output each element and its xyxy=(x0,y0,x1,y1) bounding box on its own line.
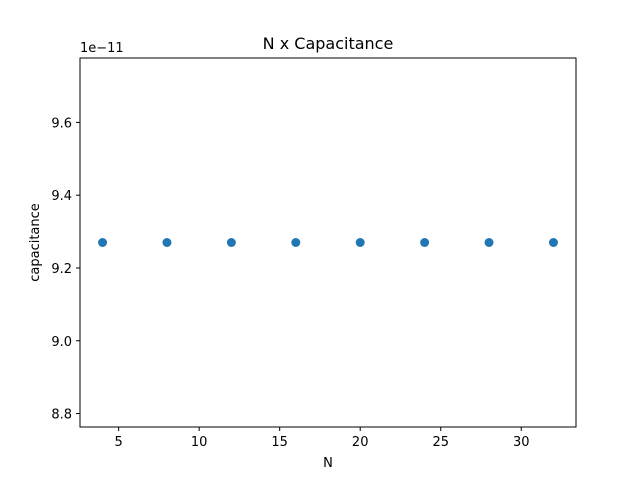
data-point xyxy=(98,238,108,247)
x-tick-label: 5 xyxy=(115,435,123,450)
data-point xyxy=(355,238,365,247)
data-point xyxy=(420,238,430,247)
y-axis-label: capacitance xyxy=(28,203,43,282)
y-tick-label: 9.2 xyxy=(51,262,72,277)
x-axis-label: N xyxy=(323,456,333,471)
data-point xyxy=(548,238,558,247)
data-point xyxy=(226,238,236,247)
points-layer xyxy=(98,238,558,247)
data-point xyxy=(162,238,172,247)
y-tick-label: 8.8 xyxy=(51,408,72,423)
y-tick-label: 9.0 xyxy=(51,335,72,350)
x-tick-label: 25 xyxy=(432,435,449,450)
data-point xyxy=(484,238,494,247)
x-tick-label: 15 xyxy=(271,435,288,450)
x-tick-label: 30 xyxy=(513,435,530,450)
x-tick-label: 10 xyxy=(191,435,208,450)
y-tick-label: 9.4 xyxy=(51,189,72,204)
chart-title: N x Capacitance xyxy=(263,34,394,53)
ticks-layer: 5 10 15 20 25 30 8.8 9.0 9.2 9.4 9.6 xyxy=(51,116,529,450)
axes-frame xyxy=(79,57,577,428)
y-axis-offset-label: 1e−11 xyxy=(80,41,124,56)
y-tick-label: 9.6 xyxy=(51,116,72,131)
x-tick-label: 20 xyxy=(352,435,369,450)
data-point xyxy=(291,238,301,247)
